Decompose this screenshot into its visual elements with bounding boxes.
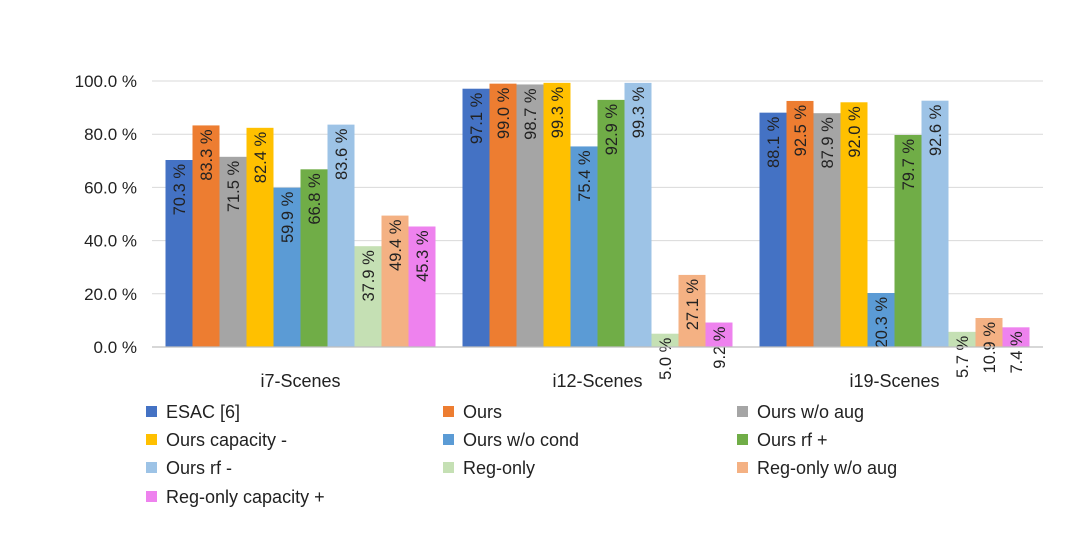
bar — [354, 246, 382, 347]
data-label: 49.4 % — [387, 219, 405, 271]
bar — [408, 226, 436, 347]
data-label: 37.9 % — [360, 250, 378, 302]
data-label: 75.4 % — [576, 150, 594, 202]
legend-swatch — [146, 462, 157, 473]
legend-swatch — [443, 406, 454, 417]
legend-label: Ours capacity - — [166, 430, 287, 450]
bar — [840, 102, 868, 347]
bar — [489, 83, 517, 347]
y-tick-label: 20.0 % — [84, 285, 137, 304]
y-tick-label: 60.0 % — [84, 178, 137, 197]
data-label: 92.6 % — [927, 104, 945, 156]
bar — [624, 82, 652, 347]
legend-label: Ours w/o aug — [757, 402, 864, 422]
category-label: i7-Scenes — [260, 371, 340, 391]
data-label: 99.3 % — [549, 87, 567, 139]
bar — [246, 127, 274, 347]
data-label: 59.9 % — [279, 191, 297, 243]
legend-label: Reg-only w/o aug — [757, 458, 897, 478]
y-tick-label: 0.0 % — [94, 338, 137, 357]
bar — [1002, 327, 1030, 347]
bar — [678, 274, 706, 347]
data-label: 66.8 % — [306, 173, 324, 225]
legend-swatch — [737, 434, 748, 445]
bar — [273, 187, 301, 347]
bar — [948, 331, 976, 347]
data-label: 92.5 % — [792, 105, 810, 157]
data-label: 98.7 % — [522, 88, 540, 140]
data-label: 20.3 % — [873, 297, 891, 349]
bar — [651, 333, 679, 347]
y-axis-ticks: 0.0 % 20.0 % 40.0 % 60.0 % 80.0 % 100.0 % — [75, 72, 137, 357]
data-label: 88.1 % — [765, 116, 783, 168]
legend-swatch — [737, 406, 748, 417]
bar — [381, 215, 409, 347]
category-label: i19-Scenes — [849, 371, 939, 391]
bar — [462, 88, 490, 348]
bar — [813, 113, 841, 347]
data-label: 92.0 % — [846, 106, 864, 158]
bar — [165, 160, 193, 347]
category-label: i12-Scenes — [552, 371, 642, 391]
legend-swatch — [146, 406, 157, 417]
bar — [300, 169, 328, 347]
legend-swatch — [737, 462, 748, 473]
legend-swatch — [443, 434, 454, 445]
data-label: 83.3 % — [198, 129, 216, 181]
legend-label: Ours — [463, 402, 502, 422]
bar — [759, 112, 787, 348]
data-label: 97.1 % — [468, 92, 486, 144]
legend-label: Ours w/o cond — [463, 430, 579, 450]
bar — [192, 125, 220, 347]
y-tick-label: 80.0 % — [84, 125, 137, 144]
category-labels: i7-Scenes i12-Scenes i19-Scenes — [260, 371, 939, 391]
legend-label: Ours rf + — [757, 430, 828, 450]
bar — [219, 156, 247, 347]
bar — [786, 100, 814, 347]
data-label: 99.3 % — [630, 87, 648, 139]
data-label: 79.7 % — [900, 139, 918, 191]
y-tick-label: 100.0 % — [75, 72, 137, 91]
data-label: 87.9 % — [819, 117, 837, 169]
legend-label: Reg-only — [463, 458, 535, 478]
bar — [597, 99, 625, 347]
data-label: 99.0 % — [495, 87, 513, 139]
bar — [705, 322, 733, 347]
legend-label: Reg-only capacity + — [166, 487, 325, 507]
legend-swatch — [443, 462, 454, 473]
bar — [921, 100, 949, 348]
legend: ESAC [6] Ours Ours w/o aug Ours capacity - O… — [146, 402, 897, 507]
bar — [867, 293, 895, 347]
data-label: 71.5 % — [225, 160, 243, 212]
data-label: 83.6 % — [333, 128, 351, 180]
data-label: 82.4 % — [252, 131, 270, 183]
data-label: 7.4 % — [1008, 331, 1026, 374]
bar — [975, 318, 1003, 347]
legend-swatch — [146, 434, 157, 445]
legend-swatch — [146, 491, 157, 502]
data-label: 27.1 % — [684, 279, 702, 331]
bar — [543, 82, 571, 347]
bars — [165, 82, 1030, 348]
data-label: 5.7 % — [954, 336, 972, 379]
bar — [327, 124, 355, 348]
y-tick-label: 40.0 % — [84, 232, 137, 251]
bar — [516, 84, 544, 347]
data-label: 5.0 % — [657, 337, 675, 380]
legend-label: ESAC [6] — [166, 402, 240, 422]
data-label: 45.3 % — [414, 230, 432, 282]
bar — [570, 146, 598, 347]
data-label: 92.9 % — [603, 104, 621, 156]
data-label: 70.3 % — [171, 164, 189, 216]
legend-label: Ours rf - — [166, 458, 232, 478]
bar — [894, 134, 922, 347]
